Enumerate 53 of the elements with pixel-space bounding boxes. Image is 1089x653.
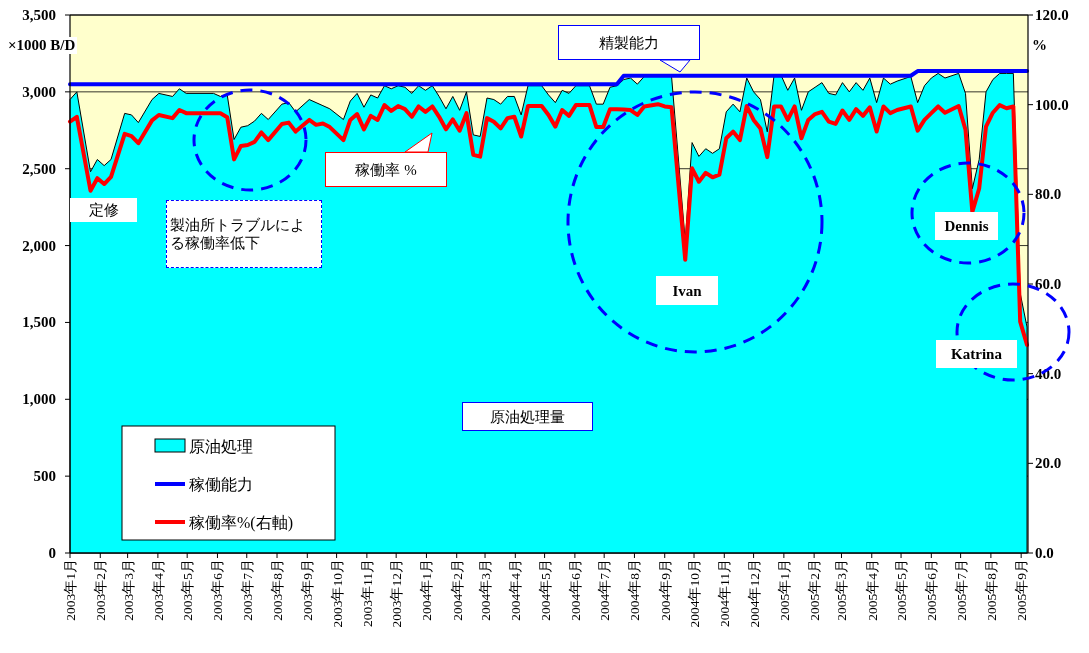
x-tick-label: 2005年8月 <box>983 559 999 621</box>
x-tick-label: 2003年5月 <box>180 559 196 621</box>
series-label: 原油処理 <box>189 438 253 455</box>
legend-label: 稼働能力 <box>189 476 253 493</box>
x-tick-label: 2004年7月 <box>597 559 613 621</box>
x-tick-label: 2005年7月 <box>953 559 969 621</box>
y-tick-label: 1,000 <box>22 391 56 408</box>
y-tick-label: 3,500 <box>22 7 56 23</box>
x-tick-label: 2004年3月 <box>478 559 494 621</box>
x-tick-label: 2005年3月 <box>834 559 850 621</box>
x-tick-label: 2004年11月 <box>717 559 733 627</box>
x-tick-label: 2003年2月 <box>93 559 109 621</box>
x-tick-label: 2005年4月 <box>864 559 880 621</box>
x-tick-label: 2004年8月 <box>627 559 643 621</box>
x-tick-label: 2003年11月 <box>359 559 375 627</box>
x-tick-label: 2003年10月 <box>329 559 345 628</box>
x-tick-label: 2004年1月 <box>419 559 435 621</box>
x-tick-label: 2005年1月 <box>776 559 792 621</box>
y2-tick-label: 20.0 <box>1035 455 1062 472</box>
x-tick-label: 2004年12月 <box>746 559 762 628</box>
x-tick-label: 2004年10月 <box>687 559 703 628</box>
x-tick-label: 2003年4月 <box>150 559 166 621</box>
line-series <box>68 102 1030 347</box>
x-tick-label: 2003年6月 <box>210 559 226 621</box>
x-tick-label: 2003年9月 <box>300 559 316 621</box>
x-tick-label: 2003年1月 <box>63 559 78 621</box>
x-tick-label: 2004年6月 <box>567 559 583 621</box>
y2-tick-label: 0.0 <box>1035 545 1054 561</box>
y2-tick-label: 80.0 <box>1035 186 1062 203</box>
x-tick-label: 2003年7月 <box>239 559 255 621</box>
y2-tick-label: 120.0 <box>1035 7 1069 23</box>
x-tick-label: 2004年4月 <box>508 559 524 621</box>
x-tick-label: 2005年5月 <box>894 559 910 621</box>
y2-tick-label: 100.0 <box>1035 96 1069 113</box>
x-tick-label: 2005年2月 <box>807 559 823 621</box>
x-tick-label: 2005年9月 <box>1014 559 1030 621</box>
y2-tick-label: 60.0 <box>1035 276 1062 292</box>
x-tick-label: 2004年2月 <box>449 559 465 621</box>
y-tick-label: 500 <box>33 468 56 485</box>
x-tick-label: 2004年5月 <box>537 559 553 621</box>
y-tick-label: 1,500 <box>22 314 56 331</box>
x-tick-label: 2004年9月 <box>657 559 673 621</box>
x-tick-label: 2003年8月 <box>270 559 286 621</box>
x-tick-label: 2003年12月 <box>389 559 405 628</box>
y-tick-label: 2,000 <box>22 237 56 254</box>
y-axis-title: ×1000 B/D <box>6 37 78 54</box>
x-tick-label: 2003年3月 <box>120 559 136 621</box>
x-tick-label: 2005年6月 <box>924 559 940 621</box>
y2-axis-title: % <box>1032 37 1047 54</box>
y-tick-label: 2,500 <box>22 160 56 177</box>
y-tick-label: 3,000 <box>22 83 56 100</box>
legend-label: 稼働率%(右軸) <box>189 514 293 532</box>
y-tick-label: 0 <box>48 545 56 561</box>
